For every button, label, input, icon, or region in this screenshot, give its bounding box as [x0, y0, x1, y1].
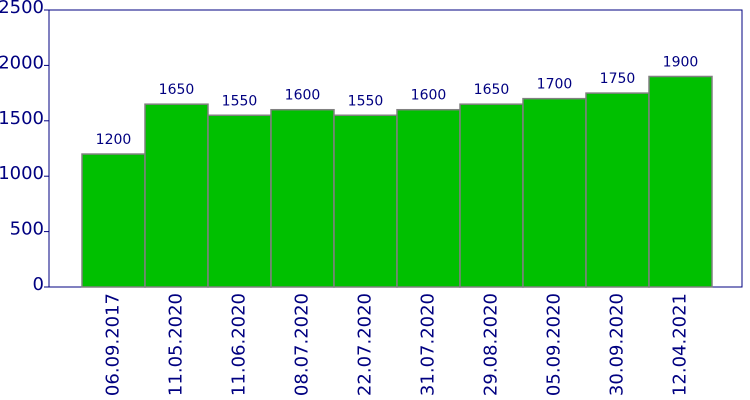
x-tick-label: 05.09.2020 — [544, 293, 565, 396]
bar — [522, 97, 587, 288]
value-label: 1900 — [663, 54, 699, 70]
value-label: 1550 — [348, 93, 384, 109]
bar — [333, 114, 398, 288]
value-label: 1200 — [96, 132, 132, 148]
value-label: 1650 — [159, 82, 195, 98]
bar — [81, 153, 146, 288]
y-tick-label: 1000 — [0, 163, 44, 184]
x-tick-label: 29.08.2020 — [481, 293, 502, 396]
y-tick-label: 2500 — [0, 0, 44, 18]
x-tick-label: 08.07.2020 — [292, 293, 313, 396]
value-label: 1600 — [411, 88, 447, 104]
bar — [648, 75, 713, 288]
y-tick-label: 1500 — [0, 108, 44, 129]
bar — [585, 92, 650, 288]
bar — [270, 108, 335, 288]
x-tick-label: 22.07.2020 — [355, 293, 376, 396]
y-tick-label: 500 — [10, 219, 44, 240]
x-tick-label: 06.09.2017 — [103, 293, 124, 396]
value-label: 1750 — [600, 71, 636, 87]
value-label: 1650 — [474, 82, 510, 98]
value-label: 1550 — [222, 93, 258, 109]
y-tick-label: 2000 — [0, 52, 44, 73]
y-tick-label: 0 — [33, 274, 44, 295]
value-label: 1600 — [285, 88, 321, 104]
x-tick-label: 11.05.2020 — [166, 293, 187, 396]
bar — [396, 108, 461, 288]
bar — [459, 103, 524, 288]
x-tick-label: 31.07.2020 — [418, 293, 439, 396]
value-label: 1700 — [537, 77, 573, 93]
x-tick-label: 30.09.2020 — [607, 293, 628, 396]
bar — [144, 103, 209, 288]
x-tick-label: 11.06.2020 — [229, 293, 250, 396]
bar — [207, 114, 272, 288]
x-tick-label: 12.04.2021 — [670, 293, 691, 396]
